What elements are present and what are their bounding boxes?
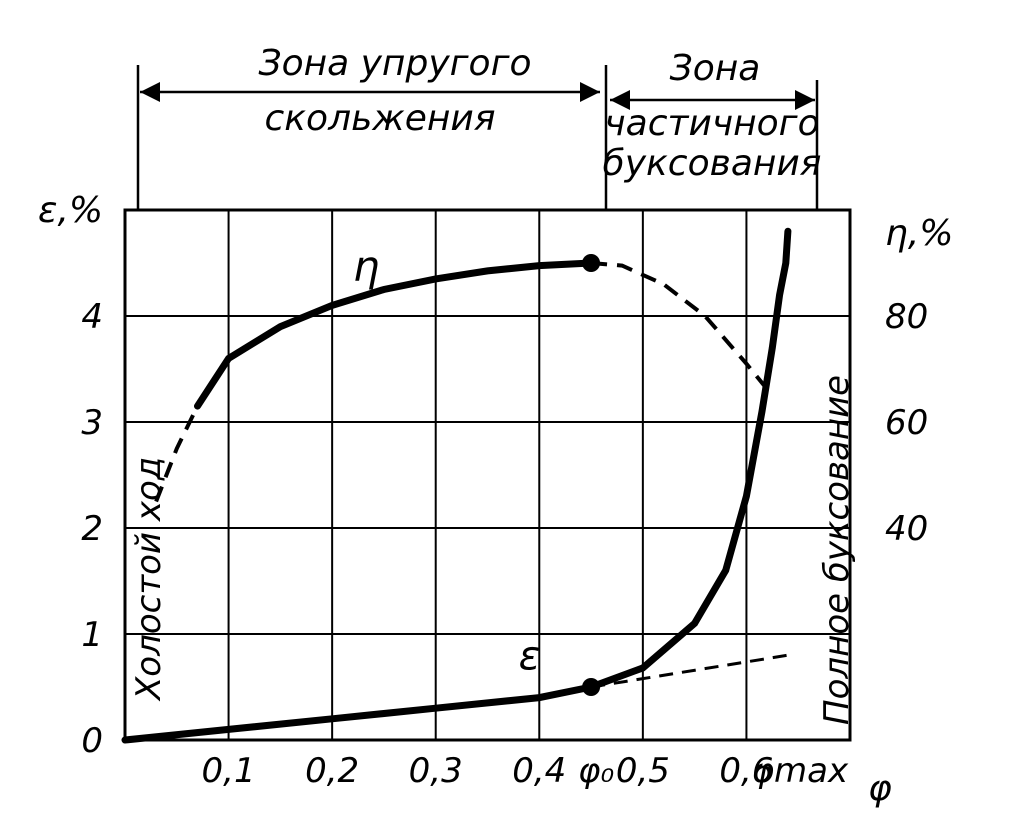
zone-partial-label-line1: Зона: [670, 48, 761, 89]
plot-frame: [123, 208, 852, 742]
eta-curve-dashed-left: [154, 405, 200, 503]
epsilon-phi0-point: [582, 678, 601, 696]
y-right-tick-label: 40: [885, 509, 928, 549]
x-tick-label: 0,4: [512, 751, 566, 791]
y-right-axis-label: η,%: [885, 213, 953, 254]
grid: [125, 210, 850, 740]
y-right-tick-label: 80: [885, 297, 928, 337]
epsilon-curve-label: ε: [519, 634, 541, 680]
x-tick-label: 0,2: [305, 751, 359, 791]
ticks: 0,1 0,2 0,3 0,4 0,5 0,6 φ₀ φmax 0 1 2 3 4 40 60 80: [81, 297, 928, 791]
eta-curve-label: η: [353, 242, 380, 291]
x-tick-label: 0,5: [616, 751, 670, 791]
x-tick-label: 0,1: [202, 751, 256, 791]
zone-partial-label-line3: буксования: [603, 143, 822, 184]
eta-curve-solid: [194, 259, 595, 410]
x-tick-phimax: φmax: [752, 751, 849, 791]
epsilon-curve-solid: [121, 227, 792, 744]
epsilon-curve-dashed: [590, 653, 789, 689]
x-axis-label: φ: [868, 768, 892, 809]
x-tick-phi0: φ₀: [578, 751, 614, 791]
x-tick-label: 0,3: [409, 751, 463, 791]
eta-max-point: [582, 254, 601, 272]
y-left-tick-label: 2: [81, 509, 103, 549]
curves: ηε: [121, 227, 792, 744]
y-left-tick-label: 1: [81, 615, 103, 655]
zone-elastic-label-line2: скольжения: [265, 98, 496, 139]
idle-run-label: Холостой ход: [129, 457, 169, 702]
y-left-tick-label: 0: [81, 721, 103, 761]
zone-partial-label-line2: частичного: [604, 103, 819, 144]
y-left-axis-label: ε,%: [38, 190, 103, 231]
x-tick-label: 0,6: [719, 751, 773, 791]
zone-elastic-label-line1: Зона упругого: [258, 43, 531, 84]
y-right-tick-label: 60: [885, 403, 928, 443]
full-slip-label: Полное буксование: [817, 375, 857, 725]
y-left-tick-label: 4: [81, 297, 103, 337]
y-left-tick-label: 3: [81, 403, 103, 443]
eta-curve-dashed-right: [590, 261, 774, 397]
